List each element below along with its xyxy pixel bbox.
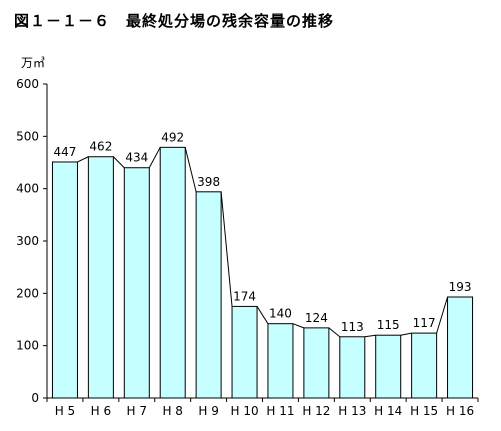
bar	[195, 191, 222, 399]
bar	[411, 332, 438, 399]
y-tick-label: 300	[16, 234, 39, 248]
data-label: 398	[197, 175, 220, 189]
data-label: 140	[269, 307, 292, 321]
connector-line	[436, 296, 449, 334]
x-category-label: H 16	[446, 404, 474, 418]
x-category-label: H 5	[55, 404, 75, 418]
connector-line	[220, 191, 233, 307]
bar	[303, 327, 330, 399]
x-category-label: H 13	[338, 404, 366, 418]
bar	[447, 296, 474, 399]
data-label: 492	[161, 130, 184, 144]
data-label: 117	[413, 316, 436, 330]
connector-line	[256, 306, 269, 324]
bar	[267, 323, 294, 399]
connector-line	[364, 334, 376, 338]
y-tick-label: 0	[31, 391, 39, 405]
y-tick-label: 200	[16, 286, 39, 300]
bar	[159, 146, 186, 399]
x-category-label: H 12	[302, 404, 330, 418]
y-axis-unit-label: 万㎥	[21, 56, 46, 70]
data-label: 434	[125, 151, 148, 165]
data-label: 193	[449, 280, 472, 294]
connector-line	[148, 147, 161, 168]
bar	[231, 305, 258, 399]
x-category-label: H 9	[198, 404, 218, 418]
y-tick-label: 500	[16, 129, 39, 143]
connector-line	[77, 156, 89, 163]
connector-line	[113, 156, 125, 169]
bar	[375, 334, 402, 399]
bar	[87, 156, 114, 399]
bar	[123, 167, 150, 399]
connector-line	[184, 147, 197, 192]
y-tick-label: 600	[16, 77, 39, 91]
x-category-label: H 7	[127, 404, 147, 418]
connector-line	[328, 327, 341, 338]
connector-line	[400, 332, 412, 336]
bar	[339, 336, 366, 399]
x-category-label: H 11	[266, 404, 294, 418]
data-label: 447	[54, 145, 77, 159]
data-label: 462	[89, 140, 112, 154]
x-category-label: H 14	[374, 404, 402, 418]
data-label: 115	[377, 318, 400, 332]
x-category-label: H 15	[410, 404, 438, 418]
connector-line	[292, 323, 305, 329]
y-tick-label: 100	[16, 339, 39, 353]
data-label: 124	[305, 311, 328, 325]
x-category-label: H 10	[230, 404, 258, 418]
bar	[51, 161, 78, 399]
x-category-label: H 8	[162, 404, 182, 418]
data-label: 174	[233, 289, 256, 303]
data-label: 113	[341, 320, 364, 334]
y-tick-label: 400	[16, 182, 39, 196]
x-category-label: H 6	[91, 404, 111, 418]
chart-title: 図１－１－６ 最終処分場の残余容量の推移	[14, 12, 335, 30]
